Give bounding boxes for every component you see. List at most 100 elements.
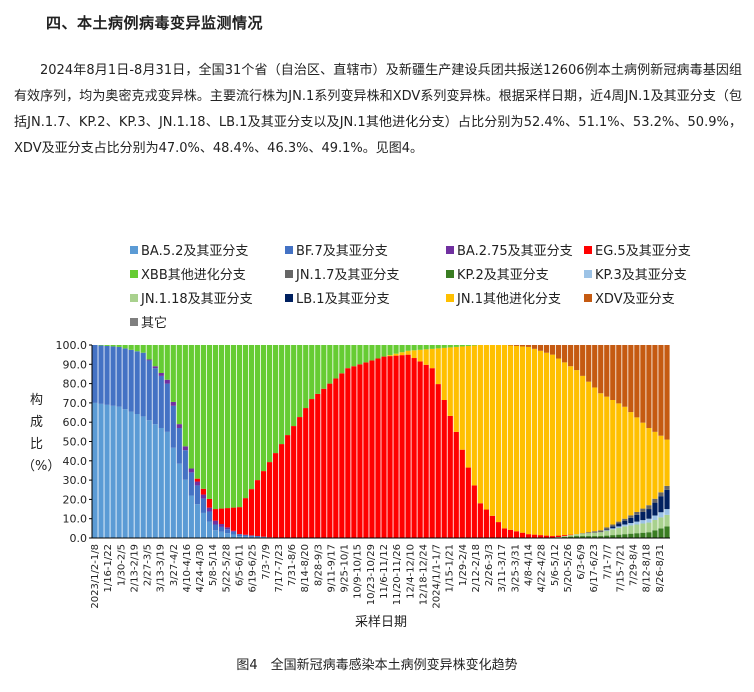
bar-segment xyxy=(224,527,231,530)
legend-label: BA.2.75及其亚分支 xyxy=(457,244,573,259)
y-tick-label: 10.0 xyxy=(63,513,88,526)
bar-segment xyxy=(417,345,423,350)
bar-segment xyxy=(658,435,664,493)
bar-segment xyxy=(188,345,194,469)
bar-segment xyxy=(574,534,580,537)
bar-segment xyxy=(303,345,309,409)
bar-segment xyxy=(333,345,339,379)
bar-segment xyxy=(110,345,116,347)
bar-segment xyxy=(224,345,231,509)
bar-segment xyxy=(652,498,658,503)
bar-segment xyxy=(417,349,423,362)
x-tick-label: 7/15-7/21 xyxy=(615,544,626,593)
y-tick-label: 70.0 xyxy=(63,397,88,410)
bar-segment xyxy=(158,345,164,373)
bar-segment xyxy=(236,345,243,508)
x-axis: 2023/1/2-1/8 1/16-1/22 1/30-2/5 2/13-2/19 2/… xyxy=(90,544,666,609)
bar-segment xyxy=(260,471,267,537)
bar-segment xyxy=(580,536,586,538)
legend-label: KP.3及其亚分支 xyxy=(595,268,687,283)
bar-segment xyxy=(212,530,219,538)
legend-swatch xyxy=(584,246,592,254)
x-tick-label: 4/22-4/28 xyxy=(537,544,548,593)
bar-segment xyxy=(465,345,471,468)
x-tick-label: 11/6-11/12 xyxy=(379,544,390,599)
bar-segment xyxy=(279,345,285,445)
bar-segment xyxy=(513,345,520,346)
bar-segment xyxy=(423,349,429,365)
bar-segment xyxy=(616,521,622,524)
bar-segment xyxy=(194,485,200,505)
bar-segment xyxy=(640,532,646,538)
bar-segment xyxy=(176,463,182,538)
bar-segment xyxy=(604,345,610,397)
bar-segment xyxy=(477,503,483,538)
legend-swatch xyxy=(130,270,138,278)
bar-segment xyxy=(574,345,580,371)
legend-label: JN.1其他进化分支 xyxy=(456,292,561,307)
bar-segment xyxy=(519,532,526,538)
bar-segment xyxy=(646,532,652,538)
bar-segment xyxy=(273,345,279,454)
bar-segment xyxy=(212,520,219,525)
bar-segment xyxy=(549,345,556,355)
y-tick-label: 60.0 xyxy=(63,416,88,429)
bar-segment xyxy=(489,515,495,539)
x-tick-label: 3/27-4/2 xyxy=(169,544,180,586)
bar-segment xyxy=(104,345,110,346)
bar-segment xyxy=(423,364,429,538)
bar-segment xyxy=(483,345,489,510)
bar-segment xyxy=(254,345,261,481)
bar-segment xyxy=(98,403,104,538)
x-tick-label: 8/28-9/3 xyxy=(313,544,324,586)
x-axis-label: 采样日期 xyxy=(355,615,407,630)
bar-segment xyxy=(393,345,399,354)
x-tick-label: 5/22-5/28 xyxy=(221,544,232,593)
bar-segment xyxy=(212,524,219,531)
bar-segment xyxy=(92,402,98,538)
bar-segment xyxy=(664,439,670,486)
x-tick-label: 2/26-3/3 xyxy=(484,544,495,586)
bar-segment xyxy=(616,534,622,538)
variant-stacked-bar-chart: BA.5.2及其亚分支 BF.7及其亚分支 BA.2.75及其亚分支 EG.5及其亚分… xyxy=(22,244,691,630)
bar-segment xyxy=(134,414,140,538)
x-tick-label: 8/14-8/20 xyxy=(300,544,311,593)
bar-segment xyxy=(604,396,610,528)
bar-segment xyxy=(194,345,200,479)
bar-segment xyxy=(549,354,556,537)
bar-segment xyxy=(206,511,213,522)
bar-segment xyxy=(381,345,387,357)
bar-segment xyxy=(116,406,122,538)
bar-segment xyxy=(339,373,345,538)
bar-segment xyxy=(447,345,453,348)
legend-label: XDV及亚分支 xyxy=(595,292,675,307)
bar-segment xyxy=(640,511,646,521)
bar-segment xyxy=(128,345,134,350)
bar-segment xyxy=(658,345,664,436)
bar-segment xyxy=(122,348,128,410)
bar-segment xyxy=(519,346,526,533)
bar-segment xyxy=(616,526,622,528)
bar-segment xyxy=(556,358,562,536)
bar-segment xyxy=(568,536,574,538)
bar-segment xyxy=(242,498,249,535)
bar-segment xyxy=(182,446,188,451)
bar-segment xyxy=(435,348,441,385)
bar-segment xyxy=(646,522,652,533)
bar-segment xyxy=(531,348,538,535)
bar-segment xyxy=(206,498,213,508)
bar-segment xyxy=(200,494,206,499)
legend-swatch xyxy=(446,246,454,254)
bar-segment xyxy=(285,345,291,436)
bar-segment xyxy=(164,379,170,384)
bar-segment xyxy=(646,505,652,510)
x-tick-label: 2/27-3/5 xyxy=(143,544,154,586)
legend-label: 其它 xyxy=(141,315,167,331)
bar-segment xyxy=(562,362,568,536)
bar-segment xyxy=(212,345,219,510)
y-tick-label: 50.0 xyxy=(63,436,88,449)
x-tick-label: 9/11-9/17 xyxy=(326,544,337,593)
bar-segment xyxy=(285,435,291,538)
bar-segment xyxy=(568,345,574,367)
bar-segment xyxy=(610,526,616,529)
